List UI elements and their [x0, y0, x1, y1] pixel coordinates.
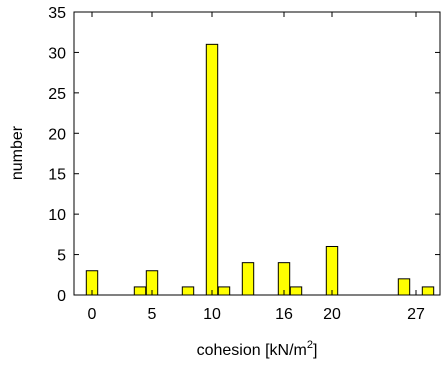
bar — [421, 286, 435, 296]
bar — [133, 286, 147, 296]
x-tick-label: 16 — [275, 306, 293, 323]
x-axis-label: cohesion [kN/m2] — [197, 339, 318, 359]
bar — [325, 245, 339, 296]
ticks-group: 0 5 10 15 20 25 30 35 0 5 10 16 20 27 — [48, 5, 440, 323]
x-tick-label: 10 — [203, 306, 221, 323]
x-axis-label-suffix: ] — [313, 342, 317, 359]
x-axis-label-text: cohesion [kN/m — [197, 342, 307, 359]
y-tick-label: 25 — [48, 86, 66, 103]
x-tick-label: 20 — [323, 306, 341, 323]
x-tick-label: 27 — [407, 306, 425, 323]
y-tick-label: 15 — [48, 167, 66, 184]
y-tick-label: 0 — [57, 288, 66, 305]
x-tick-label: 0 — [88, 306, 97, 323]
bar — [241, 262, 255, 296]
y-tick-label: 10 — [48, 207, 66, 224]
y-tick-label: 30 — [48, 45, 66, 62]
bar — [289, 286, 303, 296]
y-tick-label: 5 — [57, 248, 66, 265]
bar — [181, 286, 195, 296]
y-axis-label: number — [9, 125, 26, 180]
bar — [205, 43, 219, 296]
plot-frame — [73, 11, 441, 296]
bars-group — [85, 43, 435, 296]
bar — [397, 278, 411, 296]
x-axis-label-superscript: 2 — [307, 339, 313, 351]
y-tick-label: 35 — [48, 5, 66, 22]
y-tick-label: 20 — [48, 126, 66, 143]
x-tick-label: 5 — [148, 306, 157, 323]
bar — [217, 286, 231, 296]
